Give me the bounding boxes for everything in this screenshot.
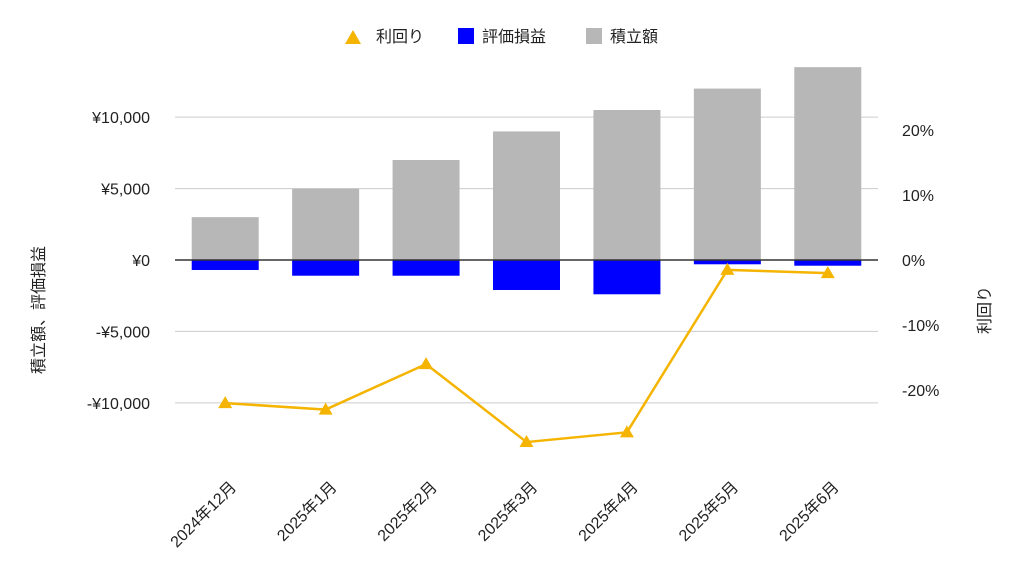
yield-line-path xyxy=(225,268,828,444)
right-tick-label: 0% xyxy=(902,253,925,270)
yield-point[interactable] xyxy=(419,357,434,370)
unrealized-gain-bar[interactable] xyxy=(693,260,761,265)
yield-point[interactable] xyxy=(318,402,333,415)
legend-unrealized-gain-swatch-icon xyxy=(458,28,474,44)
accumulated-bar[interactable] xyxy=(794,67,862,261)
accumulated-bar[interactable] xyxy=(493,131,560,260)
unrealized-gain-bar[interactable] xyxy=(593,260,661,295)
accumulated-bar[interactable] xyxy=(392,160,460,260)
legend-unrealized-gain-label: 評価損益 xyxy=(482,27,546,46)
legend-item-yield[interactable]: 利回り xyxy=(345,27,424,46)
x-tick-label: 2024年12月 xyxy=(167,478,240,551)
x-tick-label: 2025年3月 xyxy=(475,478,542,545)
x-tick-label: 2025年6月 xyxy=(776,478,843,545)
yield-point[interactable] xyxy=(218,396,233,409)
yield-point[interactable] xyxy=(720,262,735,275)
accumulated-bars xyxy=(191,67,862,261)
unrealized-gain-bar[interactable] xyxy=(493,260,560,290)
yield-line xyxy=(218,262,835,448)
right-tick-label: -20% xyxy=(902,383,939,400)
unrealized-gain-bars xyxy=(191,260,862,295)
accumulated-bar[interactable] xyxy=(292,188,360,260)
right-tick-label: 10% xyxy=(902,188,934,205)
legend-item-accumulated[interactable]: 積立額 xyxy=(586,27,658,46)
yield-point[interactable] xyxy=(619,425,634,438)
x-tick-label: 2025年4月 xyxy=(575,478,642,545)
accumulated-bar[interactable] xyxy=(191,217,259,260)
right-axis-ticks: -20% -10% 0% 10% 20% xyxy=(902,123,939,400)
legend-yield-triangle-icon xyxy=(345,30,361,44)
x-tick-label: 2025年5月 xyxy=(675,478,742,545)
legend-accumulated-label: 積立額 xyxy=(610,27,658,46)
x-axis-ticks: 2024年12月 2025年1月 2025年2月 2025年3月 2025年4月 2025… xyxy=(167,478,843,551)
legend: 利回り 評価損益 積立額 xyxy=(345,27,658,46)
unrealized-gain-bar[interactable] xyxy=(794,260,862,266)
legend-yield-label: 利回り xyxy=(376,27,424,46)
right-axis-title: 利回り xyxy=(975,286,994,334)
legend-accumulated-swatch-icon xyxy=(586,28,602,44)
left-tick-label: ¥10,000 xyxy=(91,110,150,127)
left-tick-label: ¥5,000 xyxy=(100,182,150,199)
left-axis-title: 積立額、評価損益 xyxy=(29,246,48,374)
unrealized-gain-bar[interactable] xyxy=(392,260,460,276)
x-tick-label: 2025年1月 xyxy=(274,478,341,545)
unrealized-gain-bar[interactable] xyxy=(292,260,360,276)
yield-point[interactable] xyxy=(820,266,835,279)
right-tick-label: 20% xyxy=(902,123,934,140)
right-tick-label: -10% xyxy=(902,318,939,335)
left-tick-label: -¥5,000 xyxy=(96,324,150,341)
unrealized-gain-bar[interactable] xyxy=(191,260,259,270)
accumulated-bar[interactable] xyxy=(593,110,661,260)
left-axis-ticks: -¥10,000 -¥5,000 ¥0 ¥5,000 ¥10,000 xyxy=(87,110,150,413)
left-tick-label: -¥10,000 xyxy=(87,396,150,413)
yield-point[interactable] xyxy=(519,435,534,448)
left-tick-label: ¥0 xyxy=(131,253,150,270)
accumulated-bar[interactable] xyxy=(693,88,761,260)
x-tick-label: 2025年2月 xyxy=(374,478,441,545)
legend-item-unrealized-gain[interactable]: 評価損益 xyxy=(458,27,546,46)
